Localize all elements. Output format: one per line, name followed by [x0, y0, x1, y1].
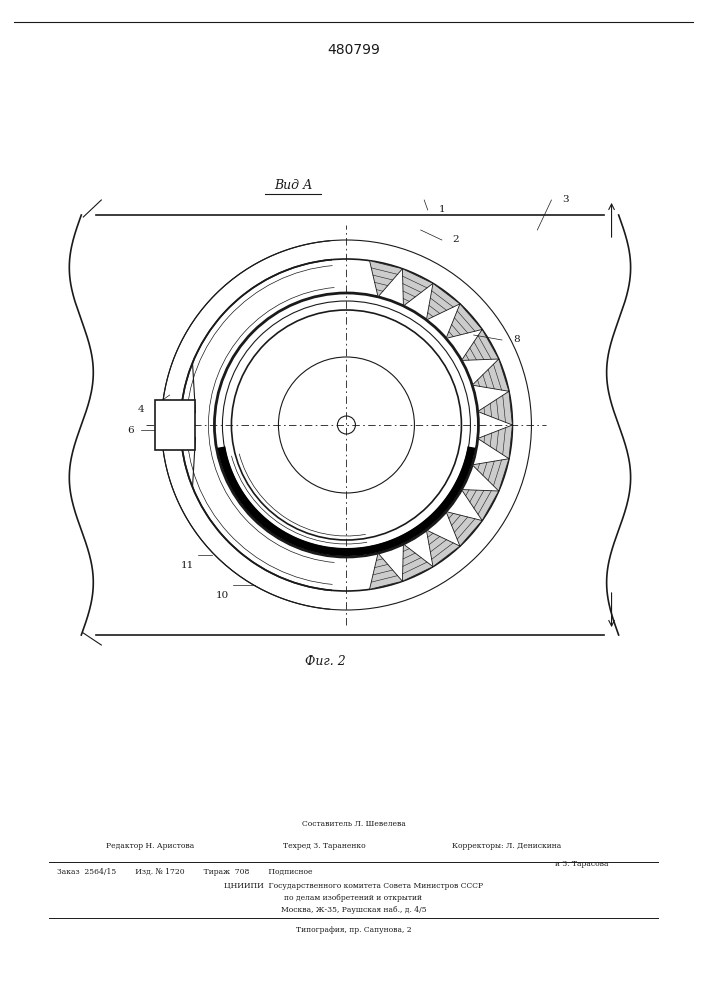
Bar — [156, 400, 195, 450]
Polygon shape — [426, 530, 460, 567]
Polygon shape — [478, 425, 513, 459]
Polygon shape — [446, 304, 482, 338]
Text: Техред З. Тараненко: Техред З. Тараненко — [283, 842, 366, 850]
Polygon shape — [462, 329, 498, 360]
Text: 480799: 480799 — [327, 43, 380, 57]
Text: по делам изобретений и открытий: по делам изобретений и открытий — [284, 894, 423, 902]
Text: 3: 3 — [562, 196, 569, 205]
Text: 10: 10 — [216, 590, 229, 599]
Text: Составитель Л. Шевелева: Составитель Л. Шевелева — [302, 820, 405, 828]
Polygon shape — [472, 459, 509, 491]
Text: 11: 11 — [181, 560, 194, 570]
Text: 8: 8 — [513, 336, 520, 344]
Text: Москва, Ж-35, Раушская наб., д. 4/5: Москва, Ж-35, Раушская наб., д. 4/5 — [281, 906, 426, 914]
Text: Заказ  2564/15        Изд. № 1720        Тираж  708        Подписное: Заказ 2564/15 Изд. № 1720 Тираж 708 Подп… — [57, 868, 312, 876]
Text: и З. Тарасова: и З. Тарасова — [555, 860, 609, 868]
Polygon shape — [370, 261, 402, 297]
Polygon shape — [402, 544, 433, 581]
Polygon shape — [426, 283, 460, 320]
Polygon shape — [446, 512, 482, 546]
Polygon shape — [218, 446, 475, 556]
Polygon shape — [402, 269, 433, 306]
Text: Типография, пр. Сапунова, 2: Типография, пр. Сапунова, 2 — [296, 926, 411, 934]
Text: 1: 1 — [438, 206, 445, 215]
Polygon shape — [462, 490, 498, 521]
Polygon shape — [472, 359, 509, 391]
Text: Редактор Н. Аристова: Редактор Н. Аристова — [106, 842, 194, 850]
Text: 2: 2 — [452, 235, 460, 244]
Text: 6: 6 — [127, 426, 134, 435]
Polygon shape — [370, 553, 402, 589]
Text: Вид А: Вид А — [274, 179, 312, 192]
Text: Фиг. 2: Фиг. 2 — [305, 655, 346, 668]
Text: Корректоры: Л. Денискина: Корректоры: Л. Денискина — [452, 842, 562, 850]
Text: ЦНИИПИ  Государственного комитета Совета Министров СССР: ЦНИИПИ Государственного комитета Совета … — [224, 882, 483, 890]
Text: 4: 4 — [138, 406, 145, 414]
Polygon shape — [478, 391, 513, 425]
